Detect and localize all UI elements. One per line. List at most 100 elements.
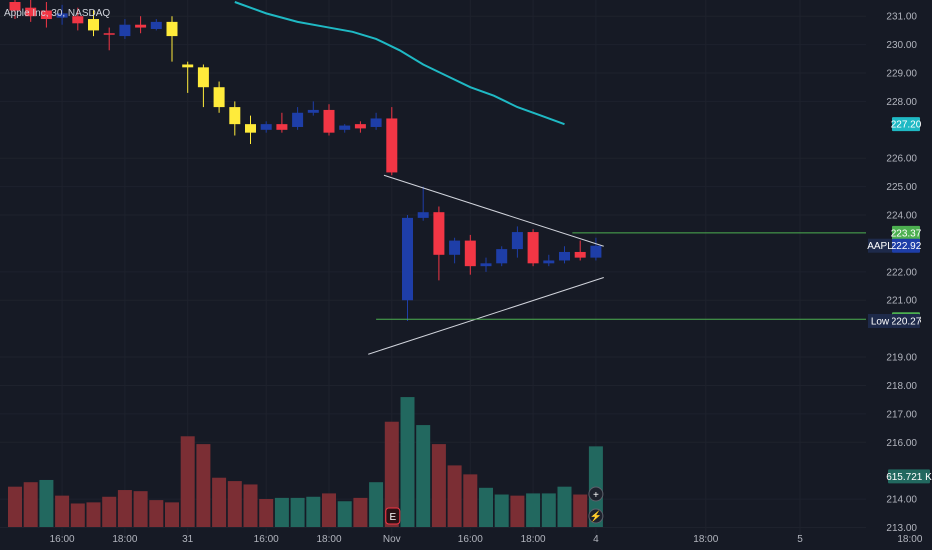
volume-bar (306, 496, 321, 527)
candle (307, 101, 319, 116)
volume-bar (353, 497, 368, 527)
candle (260, 121, 272, 133)
time-tick-label: 5 (797, 534, 803, 545)
candles (9, 0, 602, 321)
volume-bar (117, 490, 132, 527)
candle (527, 229, 539, 267)
volume-bar (212, 477, 227, 527)
candle-body (370, 118, 382, 127)
candle-body (559, 251, 570, 261)
candle-body (464, 240, 476, 267)
chart-title: Apple Inc, 30, NASDAQ (4, 8, 110, 19)
candle-body (574, 251, 586, 258)
price-tick-label: 231.00 (886, 12, 917, 23)
volume-bar (86, 502, 101, 527)
moving-average-line (234, 1, 565, 126)
price-tag-prefix-box (868, 238, 892, 253)
price-tick-label: 222.00 (886, 267, 917, 278)
candle (574, 240, 586, 261)
candle-body (292, 112, 304, 127)
price-tick-label: 219.00 (886, 353, 917, 364)
price-tick-label: 225.00 (886, 182, 917, 193)
time-tick-label: 16:00 (50, 534, 75, 545)
price-tick-label: 214.00 (886, 495, 917, 506)
price-tick-label: 228.00 (886, 97, 917, 108)
price-tag (892, 313, 920, 328)
candle (166, 16, 178, 62)
volume-bar (165, 502, 179, 527)
earnings-marker-label: E (389, 512, 396, 523)
candle (150, 19, 162, 31)
candle-body (339, 125, 351, 130)
volume-bar (510, 495, 525, 527)
candle-body (182, 64, 194, 68)
price-tag-prefix: Low (871, 316, 890, 327)
candle-body (543, 260, 555, 264)
price-tick-label: 218.00 (886, 381, 917, 392)
volume-bar (196, 444, 211, 527)
price-tick-label: 226.00 (886, 154, 917, 165)
price-tag (892, 117, 920, 132)
candle-body (9, 2, 21, 11)
candle-body (72, 16, 84, 24)
price-tick-label: 230.00 (886, 40, 917, 51)
candle-body (307, 109, 319, 113)
volume-bar (337, 501, 352, 527)
candle (496, 246, 508, 267)
candle-body (88, 19, 99, 31)
price-tag-prefix-box (868, 313, 892, 328)
candle (417, 186, 429, 221)
volume-bar (416, 425, 431, 527)
bolt-marker[interactable] (588, 508, 604, 524)
candle-body (417, 212, 429, 218)
candle-body (56, 13, 68, 18)
candle-body (213, 87, 225, 108)
candle-body (40, 10, 52, 20)
candle (25, 0, 37, 22)
volume-bar (384, 421, 399, 527)
time-axis[interactable]: 16:00 18:00 31 16:00 18:00 Nov 16:00 18:00 4 18:0… (0, 526, 923, 550)
candle-body (135, 24, 147, 28)
volume-bar (149, 500, 164, 527)
candle (433, 206, 445, 281)
volume-bar (369, 482, 384, 527)
volume-bar (541, 493, 556, 527)
candle (354, 121, 366, 133)
volume-bar (23, 482, 38, 527)
volume-bar (463, 474, 478, 527)
candle (339, 124, 351, 133)
candle (56, 4, 68, 25)
event-markers[interactable]: E + ⚡ (385, 486, 604, 525)
volume-bar (133, 491, 148, 527)
triangle-lower-line[interactable] (368, 277, 604, 355)
candle (182, 61, 194, 93)
time-tick-label: Nov (383, 534, 401, 545)
price-tick-label: 216.00 (886, 438, 917, 449)
price-tag (888, 469, 930, 484)
candle-body (480, 263, 492, 267)
earnings-marker[interactable] (385, 507, 401, 525)
candle (197, 64, 209, 108)
plus-marker[interactable] (588, 486, 604, 502)
candle (323, 104, 335, 136)
volume-bar (102, 496, 117, 527)
candle (119, 19, 131, 39)
price-axis[interactable]: 231.00 230.00 229.00 228.00 226.00 225.00 224.… (866, 0, 932, 550)
triangle-upper-line[interactable] (383, 174, 604, 247)
candle (480, 257, 492, 272)
drawings[interactable] (368, 174, 866, 355)
volume-bar (573, 494, 588, 527)
candle-body (119, 24, 131, 37)
candle-body (433, 212, 445, 255)
volume-bar (322, 493, 336, 527)
price-tick-label: 221.00 (886, 296, 917, 307)
volume-bar (180, 436, 195, 527)
volume-bar (70, 503, 85, 527)
candle-body (276, 124, 288, 130)
candle (213, 81, 225, 113)
candle (449, 237, 461, 264)
time-tick-label: 16:00 (254, 534, 279, 545)
volume-bar (259, 499, 274, 527)
